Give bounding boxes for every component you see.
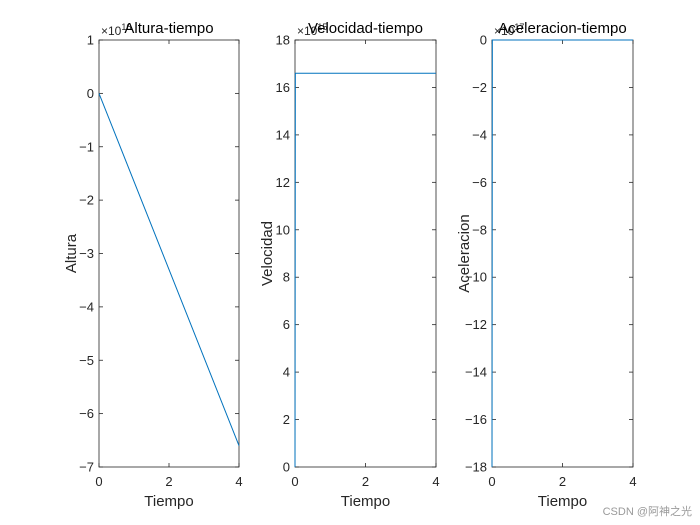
x-tick-label: 2 bbox=[362, 474, 369, 489]
y-tick-label: 18 bbox=[276, 33, 290, 48]
axes-box bbox=[98, 39, 240, 468]
x-tick-label: 4 bbox=[629, 474, 636, 489]
y-tick-label: −6 bbox=[472, 175, 487, 190]
y-axis-label: Velocidad bbox=[259, 221, 276, 286]
y-tick-label: 0 bbox=[480, 33, 487, 48]
y-axis-label: Altura bbox=[63, 233, 80, 273]
y-tick-label: −14 bbox=[465, 365, 487, 380]
x-tick-label: 0 bbox=[488, 474, 495, 489]
y-tick-label: −2 bbox=[79, 193, 94, 208]
y-tick-label: −7 bbox=[79, 460, 94, 475]
y-tick-label: 10 bbox=[276, 222, 290, 237]
axes-box bbox=[491, 39, 634, 468]
chart-title: Aceleracion-tiempo bbox=[498, 20, 626, 37]
y-axis-label: Aceleracion bbox=[456, 214, 473, 292]
y-tick-label: −3 bbox=[79, 246, 94, 261]
chart-title: Altura-tiempo bbox=[124, 20, 213, 37]
y-tick-label: 14 bbox=[276, 127, 290, 142]
x-tick-label: 0 bbox=[291, 474, 298, 489]
y-tick-label: 12 bbox=[276, 175, 290, 190]
y-tick-label: −4 bbox=[79, 299, 94, 314]
subplot-1: 10−1−2−3−4−5−6−70 2 4×1016Altura-tiempoTie… bbox=[63, 20, 243, 510]
y-tick-label: 2 bbox=[283, 412, 290, 427]
y-tick-label: 0 bbox=[283, 460, 290, 475]
axes-box bbox=[294, 39, 437, 468]
y-tick-label: 6 bbox=[283, 317, 290, 332]
x-tick-label: 0 bbox=[95, 474, 102, 489]
series-line bbox=[294, 72, 436, 468]
y-tick-label: −2 bbox=[472, 80, 487, 95]
x-tick-label: 4 bbox=[235, 474, 242, 489]
watermark: CSDN @阿神之光 bbox=[602, 506, 692, 518]
x-axis-label: Tiempo bbox=[341, 493, 390, 510]
series-line bbox=[98, 93, 240, 446]
y-tick-label: −4 bbox=[472, 127, 487, 142]
y-tick-label: −8 bbox=[472, 222, 487, 237]
x-axis-label: Tiempo bbox=[538, 493, 587, 510]
y-tick-label: −10 bbox=[465, 270, 487, 285]
y-tick-label: −12 bbox=[465, 317, 487, 332]
x-axis-label: Tiempo bbox=[144, 493, 193, 510]
y-tick-label: 0 bbox=[87, 86, 94, 101]
y-tick-label: 4 bbox=[283, 365, 290, 380]
y-tick-label: 1 bbox=[87, 33, 94, 48]
y-tick-label: 16 bbox=[276, 80, 290, 95]
y-tick-label: 8 bbox=[283, 270, 290, 285]
y-tick-label: −16 bbox=[465, 412, 487, 427]
series-line bbox=[491, 39, 633, 468]
y-tick-label: −18 bbox=[465, 460, 487, 475]
x-tick-label: 2 bbox=[165, 474, 172, 489]
chart-title: Velocidad-tiempo bbox=[308, 20, 423, 37]
y-tick-label: −5 bbox=[79, 353, 94, 368]
y-tick-label: −6 bbox=[79, 406, 94, 421]
x-tick-label: 4 bbox=[432, 474, 439, 489]
y-tick-label: −1 bbox=[79, 139, 94, 154]
x-tick-label: 2 bbox=[559, 474, 566, 489]
subplot-3: 0−2−4−6−8−10−12−14−16−180 2 4×1017Acelerac… bbox=[456, 20, 637, 510]
